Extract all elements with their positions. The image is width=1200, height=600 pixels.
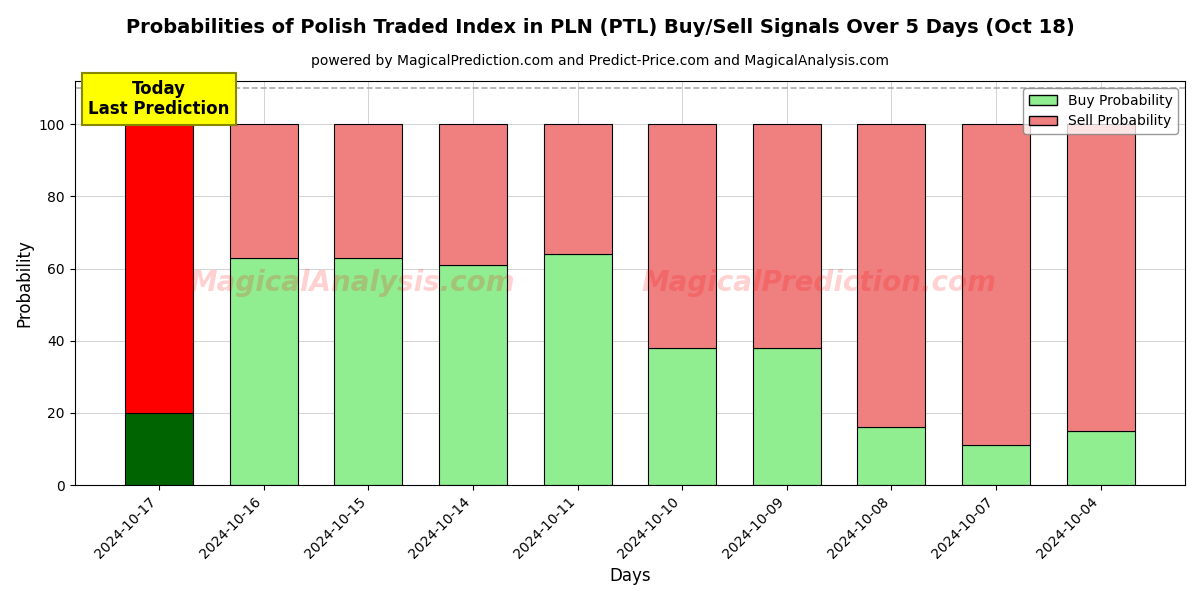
- Bar: [1067, 431, 1134, 485]
- Bar: [335, 124, 402, 258]
- Bar: [229, 124, 298, 258]
- Bar: [648, 348, 716, 485]
- Bar: [544, 124, 612, 254]
- Bar: [752, 348, 821, 485]
- Bar: [439, 124, 506, 265]
- Bar: [125, 413, 193, 485]
- X-axis label: Days: Days: [610, 567, 650, 585]
- Bar: [1067, 124, 1134, 431]
- Text: Today
Last Prediction: Today Last Prediction: [89, 80, 230, 118]
- Bar: [229, 258, 298, 485]
- Bar: [857, 427, 925, 485]
- Bar: [752, 124, 821, 348]
- Bar: [335, 258, 402, 485]
- Text: Probabilities of Polish Traded Index in PLN (PTL) Buy/Sell Signals Over 5 Days (: Probabilities of Polish Traded Index in …: [126, 18, 1074, 37]
- Bar: [125, 124, 193, 413]
- Text: MagicalPrediction.com: MagicalPrediction.com: [641, 269, 996, 297]
- Bar: [962, 124, 1030, 445]
- Bar: [439, 265, 506, 485]
- Bar: [648, 124, 716, 348]
- Text: MagicalAnalysis.com: MagicalAnalysis.com: [190, 269, 515, 297]
- Text: powered by MagicalPrediction.com and Predict-Price.com and MagicalAnalysis.com: powered by MagicalPrediction.com and Pre…: [311, 54, 889, 68]
- Bar: [857, 124, 925, 427]
- Legend: Buy Probability, Sell Probability: Buy Probability, Sell Probability: [1024, 88, 1178, 134]
- Bar: [544, 254, 612, 485]
- Bar: [962, 445, 1030, 485]
- Y-axis label: Probability: Probability: [16, 239, 34, 327]
